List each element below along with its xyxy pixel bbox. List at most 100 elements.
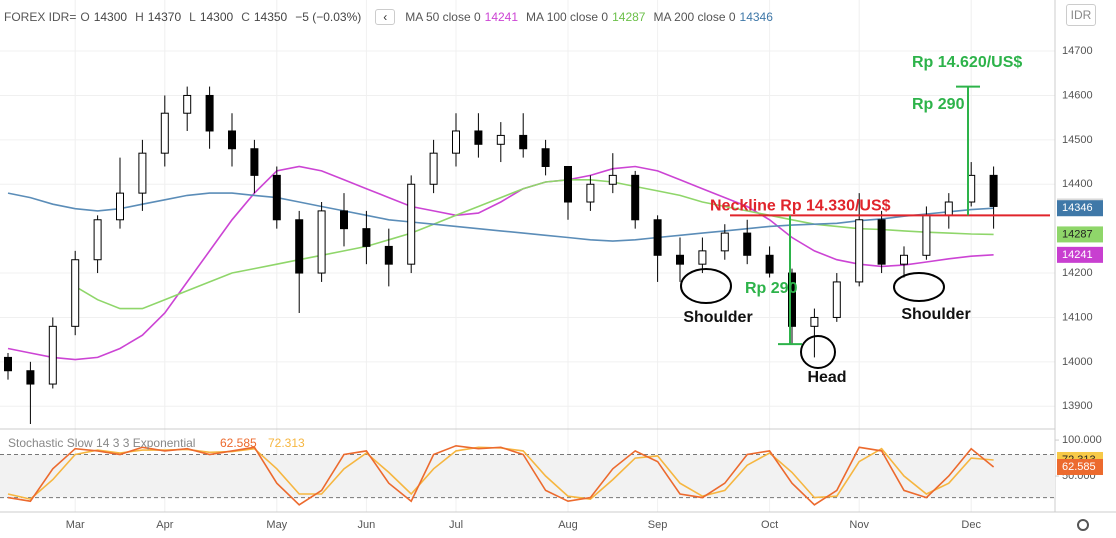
y-tick-label: 14200 [1062, 267, 1093, 279]
candle-body [205, 94, 214, 132]
y-tick-label: 14600 [1062, 89, 1093, 101]
shoulder-ring [893, 272, 945, 302]
candle-body [93, 219, 102, 261]
candle-body [900, 254, 908, 265]
ohlc-label: H [135, 10, 144, 24]
y-tick-label: 14700 [1062, 45, 1093, 57]
candle-body [922, 214, 931, 256]
candle-body [48, 325, 57, 385]
target-label: Rp 14.620/US$ [912, 54, 1022, 71]
candle-body [407, 183, 416, 265]
x-tick-label: Aug [558, 519, 578, 531]
gear[interactable] [1077, 519, 1089, 531]
x-tick-label: Apr [156, 519, 173, 531]
ohlc-value: 14300 [93, 10, 128, 24]
x-tick-label: Mar [66, 519, 85, 531]
y-tick-label: 14400 [1062, 178, 1093, 190]
pattern-label: Head [807, 369, 846, 386]
moving-average-line [7, 192, 994, 242]
stoch-value: 72.313 [268, 436, 305, 450]
price-tag [1057, 458, 1103, 475]
currency-button[interactable]: IDR [1066, 4, 1096, 26]
candle-body [474, 130, 483, 145]
stoch-value: 62.585 [220, 436, 257, 450]
ohlc-value: 14300 [199, 10, 234, 24]
candle-body [228, 130, 236, 150]
y-tick-label: 14500 [1062, 134, 1093, 146]
candle-body [71, 259, 80, 327]
settings-icon[interactable] [1077, 519, 1089, 531]
moving-average-line [7, 165, 994, 361]
candle-body [788, 272, 796, 327]
candle-body [317, 210, 326, 274]
candle-body [810, 316, 819, 327]
symbol: FOREX IDR= [4, 10, 77, 24]
collapse-button[interactable]: ‹ [375, 9, 396, 25]
x-tick-label: Sep [648, 519, 668, 531]
shoulder-ring [680, 268, 732, 304]
price-tag-label: 14287 [1062, 228, 1093, 240]
candle-body [26, 370, 35, 385]
candle-body [564, 165, 572, 203]
price-tag-label: 62.585 [1062, 461, 1096, 473]
x-tick-label: Oct [761, 519, 778, 531]
price-tag-label: 14346 [1062, 202, 1093, 214]
x-tick-label: Nov [849, 519, 869, 531]
x-tick-label: Dec [961, 519, 981, 531]
candle-body [653, 219, 662, 256]
y-tick-label: 14100 [1062, 311, 1093, 323]
candle-body [429, 152, 438, 185]
candle-body [138, 152, 147, 194]
candle-body [698, 250, 707, 265]
ma-name: MA 50 close 0 [405, 10, 481, 24]
ohlc-label: C [241, 10, 250, 24]
ohlc-value: 14370 [147, 10, 182, 24]
head-ring [800, 335, 836, 369]
candle-body [384, 245, 393, 265]
candle-body [295, 219, 304, 274]
ohlc-label: O [80, 10, 90, 24]
candle-body [362, 228, 371, 247]
measure-label: Rp 290 [745, 280, 798, 297]
x-tick-label: Jun [358, 519, 376, 531]
candle-body [631, 174, 640, 221]
price-tag [1057, 200, 1103, 217]
candle-body [586, 183, 595, 203]
candle-body [743, 232, 752, 256]
candle-body [989, 174, 998, 207]
candle-body [765, 254, 774, 274]
y-tick-label: 14000 [1062, 356, 1093, 368]
stoch-title: Stochastic Slow 14 3 3 Exponential [8, 436, 195, 450]
candle-body [944, 201, 953, 216]
ma-value: 14346 [739, 10, 773, 24]
candle-body [4, 356, 12, 372]
measure-label: Rp 290 [912, 96, 965, 113]
x-tick-label: Jul [449, 519, 463, 531]
y-tick-label: 100.000 [1062, 434, 1102, 446]
ma-value: 14287 [612, 10, 646, 24]
candle-body [855, 219, 864, 283]
candle-body [116, 192, 124, 221]
price-tag-label: 14241 [1062, 249, 1093, 261]
ma-name: MA 200 close 0 [653, 10, 736, 24]
ma-value: 14241 [484, 10, 519, 24]
candle-body [720, 232, 729, 252]
pattern-label: Shoulder [901, 306, 970, 323]
y-tick-label: 13900 [1062, 400, 1093, 412]
candle-body [160, 112, 169, 154]
candle-body [340, 210, 348, 230]
candle-body [608, 174, 617, 185]
candle-body [452, 130, 460, 154]
ohlc-label: L [189, 10, 196, 24]
candle-body [877, 219, 886, 265]
candle-body [250, 148, 259, 176]
x-tick-label: May [266, 519, 287, 531]
neckline-label: Neckline Rp 14.330/US$ [710, 198, 891, 215]
candle-body [519, 134, 528, 150]
price-tag [1057, 226, 1103, 243]
candle-body [183, 94, 192, 114]
candle-body [541, 148, 550, 167]
ma-name: MA 100 close 0 [526, 10, 609, 24]
